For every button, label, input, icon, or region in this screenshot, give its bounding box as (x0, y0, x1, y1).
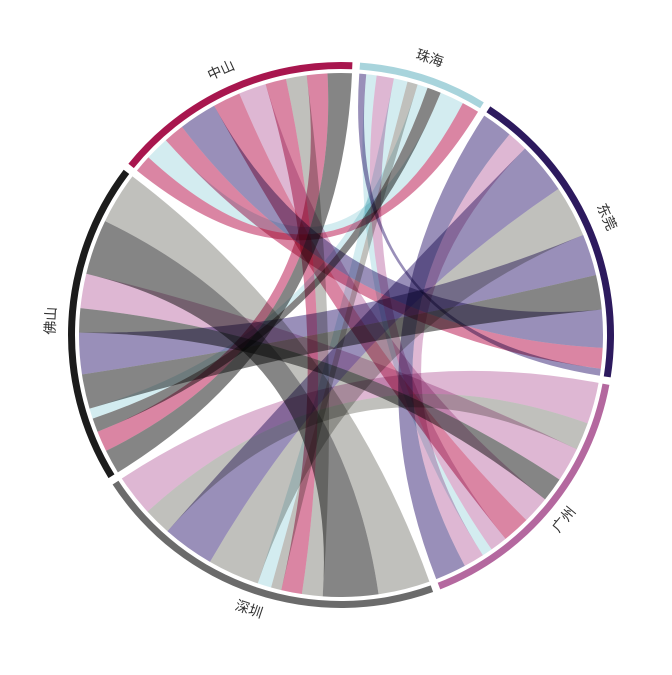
ribbon-广州-中山[interactable] (239, 84, 546, 521)
ribbon-广州-珠海[interactable] (369, 75, 506, 550)
ribbon-中山-珠海[interactable] (136, 103, 479, 241)
group-arc-中山[interactable] (128, 61, 353, 169)
group-label-广州: 广州 (549, 504, 579, 536)
ribbon-深圳-东莞[interactable] (209, 188, 584, 584)
group-label-深圳: 深圳 (233, 598, 265, 622)
ribbon-东莞-广州[interactable] (398, 115, 510, 580)
ribbon-中山-东莞[interactable] (165, 126, 603, 369)
ribbon-深圳-佛山[interactable] (105, 176, 430, 595)
group-arc-佛山[interactable] (67, 169, 130, 479)
group-arc-深圳[interactable] (112, 480, 434, 608)
group-arc-东莞[interactable] (486, 106, 614, 378)
ribbon-佛山-深圳[interactable] (86, 221, 379, 597)
ribbons (79, 73, 604, 597)
group-label-中山: 中山 (205, 58, 237, 84)
ribbon-东莞-中山[interactable] (181, 105, 604, 348)
ribbon-深圳-广州[interactable] (147, 393, 588, 532)
group-label-佛山: 佛山 (43, 306, 60, 335)
group-arcs (67, 61, 614, 608)
ribbon-广州-深圳[interactable] (121, 370, 599, 512)
ribbon-中山-佛山[interactable] (97, 73, 329, 451)
group-label-珠海: 珠海 (414, 47, 446, 71)
ribbon-中山-广州[interactable] (214, 93, 527, 539)
group-label-东莞: 东莞 (593, 201, 619, 233)
ribbon-佛山-广州[interactable] (79, 308, 560, 500)
ribbon-佛山-中山[interactable] (106, 73, 352, 473)
ribbon-东莞-深圳[interactable] (167, 148, 559, 562)
ribbon-广州-佛山[interactable] (80, 273, 577, 480)
group-arc-珠海[interactable] (359, 62, 484, 109)
